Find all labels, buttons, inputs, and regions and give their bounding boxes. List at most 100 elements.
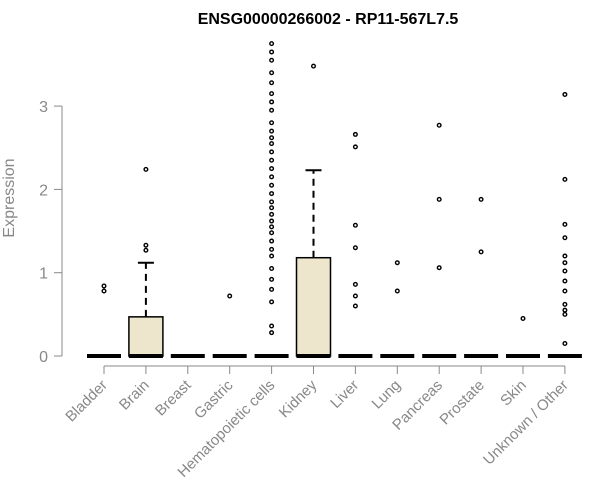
- outlier-point: [562, 260, 568, 266]
- outlier-point: [562, 307, 568, 313]
- outlier-point: [269, 191, 275, 197]
- outlier-point: [101, 288, 107, 294]
- x-tick-label: Bladder: [62, 377, 111, 426]
- outlier-point: [562, 221, 568, 227]
- outlier-point: [101, 283, 107, 289]
- outlier-point: [269, 246, 275, 252]
- outlier-point: [562, 268, 568, 274]
- outlier-point: [227, 293, 233, 299]
- outlier-point: [562, 91, 568, 97]
- x-tick-label: Breast: [152, 376, 195, 419]
- outlier-point: [269, 253, 275, 259]
- y-tick-label: 3: [39, 99, 48, 116]
- box-group: [338, 131, 373, 358]
- box-group: [422, 122, 457, 358]
- outlier-point: [352, 281, 358, 287]
- y-tick-label: 1: [39, 266, 48, 283]
- outlier-point: [143, 242, 149, 248]
- box-group: [380, 260, 415, 358]
- outlier-point: [562, 235, 568, 241]
- x-tick-label: Prostate: [436, 377, 488, 429]
- outlier-point: [269, 238, 275, 244]
- outlier-point: [269, 299, 275, 305]
- outlier-point: [269, 286, 275, 292]
- box-group: [254, 41, 289, 358]
- outlier-point: [269, 205, 275, 211]
- box-group: [547, 91, 582, 358]
- outlier-point: [269, 80, 275, 86]
- outlier-point: [269, 174, 275, 180]
- outlier-point: [562, 311, 568, 317]
- outlier-point: [269, 323, 275, 329]
- outlier-point: [352, 144, 358, 150]
- box-group: [212, 293, 247, 358]
- outlier-point: [352, 222, 358, 228]
- outlier-point: [269, 218, 275, 224]
- box-group: [87, 283, 121, 358]
- outlier-point: [352, 293, 358, 299]
- plot-area: [87, 41, 582, 358]
- box-group: [295, 63, 332, 358]
- outlier-point: [352, 303, 358, 309]
- box-body: [128, 316, 164, 357]
- box-group: [464, 196, 499, 358]
- outlier-point: [269, 120, 275, 126]
- x-tick-label: Lung: [369, 377, 405, 413]
- outlier-point: [269, 99, 275, 105]
- outlier-point: [269, 70, 275, 76]
- outlier-point: [269, 149, 275, 155]
- outlier-point: [143, 247, 149, 253]
- outlier-point: [478, 249, 484, 255]
- x-tick-label: Brain: [116, 377, 153, 414]
- y-tick-label: 0: [39, 349, 48, 366]
- outlier-point: [269, 157, 275, 163]
- outlier-point: [436, 196, 442, 202]
- y-axis: 0 1 2 3: [39, 99, 63, 366]
- outlier-point: [269, 91, 275, 97]
- outlier-point: [269, 276, 275, 282]
- box-group: [506, 316, 540, 358]
- outlier-point: [269, 128, 275, 134]
- outlier-point: [436, 122, 442, 128]
- outlier-point: [562, 301, 568, 307]
- outlier-point: [269, 166, 275, 172]
- outlier-point: [562, 253, 568, 259]
- outlier-point: [143, 166, 149, 172]
- x-tick-label: Liver: [327, 377, 362, 412]
- outlier-point: [394, 260, 400, 266]
- box-body: [295, 256, 332, 357]
- y-tick-label: 2: [39, 182, 48, 199]
- outlier-point: [269, 135, 275, 141]
- outlier-point: [269, 224, 275, 230]
- outlier-point: [269, 141, 275, 147]
- chart-title: ENSG00000266002 - RP11-567L7.5: [198, 11, 459, 28]
- outlier-point: [269, 107, 275, 113]
- outlier-point: [562, 176, 568, 182]
- outlier-point: [269, 230, 275, 236]
- x-tick-label: Kidney: [276, 376, 321, 421]
- outlier-point: [311, 63, 317, 69]
- outlier-point: [269, 211, 275, 217]
- x-tick-label: Skin: [497, 377, 530, 410]
- outlier-point: [562, 288, 568, 294]
- outlier-point: [269, 266, 275, 272]
- outlier-point: [436, 265, 442, 271]
- outlier-point: [269, 330, 275, 336]
- outlier-point: [269, 57, 275, 63]
- outlier-point: [478, 196, 484, 202]
- outlier-point: [394, 288, 400, 294]
- outlier-point: [269, 199, 275, 205]
- outlier-point: [562, 341, 568, 347]
- outlier-point: [352, 245, 358, 251]
- outlier-point: [269, 41, 275, 47]
- outlier-point: [269, 182, 275, 188]
- box-group: [128, 166, 164, 358]
- outlier-point: [562, 278, 568, 284]
- outlier-point: [269, 49, 275, 55]
- outlier-point: [520, 316, 526, 322]
- y-axis-title: Expression: [1, 158, 18, 237]
- outlier-point: [352, 131, 358, 137]
